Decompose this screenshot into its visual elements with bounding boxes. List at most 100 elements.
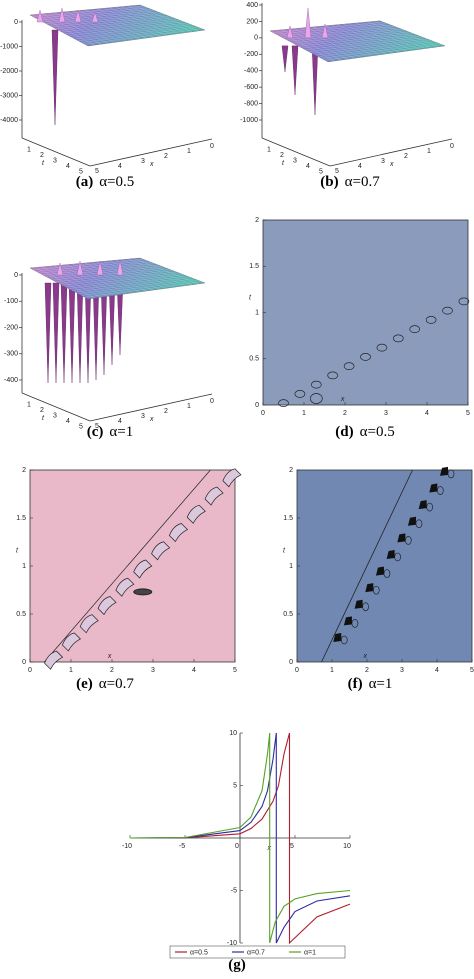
contour-blob — [386, 549, 395, 559]
legend-box — [169, 945, 346, 959]
t-tick-label: 3 — [293, 157, 297, 164]
x-tick-label: 5 — [290, 843, 294, 850]
plot-background — [296, 469, 473, 663]
x-tick-label: 0 — [210, 398, 214, 405]
surface-spike — [52, 282, 60, 384]
t-axis-label: t — [42, 160, 45, 167]
y-axis-label: t — [16, 547, 19, 554]
z-tick-label: -600 — [244, 84, 258, 91]
x-tick-label: 10 — [343, 843, 351, 850]
surface-mesh — [318, 41, 435, 57]
x-tick-label: 1 — [187, 403, 191, 410]
legend-label: α=1 — [304, 949, 316, 956]
y-tick-label: 1.5 — [16, 515, 26, 522]
y-tick-label: 10 — [229, 730, 237, 737]
panel-caption-text: α=0.7 — [99, 676, 135, 692]
y-tick-label: 1 — [255, 309, 259, 316]
panel-caption: (a) α=0.5 — [76, 174, 135, 190]
panel-caption: (e) α=0.7 — [76, 676, 134, 692]
surface-spike — [76, 260, 84, 276]
surface-mesh — [321, 42, 438, 59]
y-axis-label: t — [249, 295, 252, 302]
panel-caption-text: α=0.5 — [360, 424, 395, 440]
t-tick-label: 1 — [27, 146, 31, 153]
contour-loop — [222, 468, 242, 488]
y-tick-label: -10 — [227, 940, 237, 947]
x-tick-label: 2 — [365, 667, 369, 674]
surface-spike — [76, 282, 84, 384]
surface-spike — [96, 260, 104, 276]
contour-blob — [365, 583, 374, 593]
x-tick-label: 3 — [381, 158, 385, 165]
y-tick-label: 2 — [289, 467, 293, 474]
y-tick-label: 0 — [289, 659, 293, 666]
legend-label: α=0.7 — [247, 949, 265, 956]
x-axis — [89, 138, 213, 167]
x-axis — [329, 138, 453, 167]
t-axis-label: t — [42, 415, 45, 422]
surface-spike — [68, 282, 76, 384]
t-tick-label: 4 — [66, 163, 70, 170]
contour-loop — [168, 523, 188, 543]
y-tick-label: 0 — [22, 659, 26, 666]
surface-mesh — [127, 258, 193, 285]
surface-spike — [91, 11, 99, 23]
surface-mesh — [84, 28, 202, 45]
surface-spike — [304, 7, 312, 39]
surface-spike — [281, 45, 289, 73]
x-tick-label: 5 — [470, 667, 474, 674]
t-axis — [21, 392, 91, 422]
x-tick-label: 2 — [164, 153, 168, 160]
surface-mesh — [367, 21, 433, 48]
contour-loop — [151, 541, 171, 561]
contour-loop — [186, 504, 206, 524]
surface-mesh — [78, 278, 195, 294]
contour-loop — [278, 399, 289, 407]
x-tick-label: 5 — [233, 667, 237, 674]
x-tick-label: 4 — [118, 163, 122, 170]
z-tick-label: 200 — [246, 18, 258, 25]
surface-spike — [60, 282, 68, 384]
z-tick-label: -3000 — [0, 92, 18, 99]
z-tick-label: -300 — [4, 351, 18, 358]
y-tick-label: 0 — [255, 402, 259, 409]
panel-caption-text: α=0.5 — [99, 174, 134, 190]
series-line — [129, 732, 351, 945]
surface-spike — [291, 45, 299, 96]
panel-caption: (g) — [228, 957, 246, 973]
panel-caption-text: α=1 — [109, 424, 133, 440]
contour-loop — [61, 632, 81, 652]
surface-spike — [51, 29, 59, 126]
x-tick-label: 0 — [235, 843, 239, 850]
surface-spike — [44, 282, 52, 384]
x-tick-label: 0 — [261, 410, 265, 417]
surface-mesh — [324, 44, 442, 61]
y-tick-label: 2 — [255, 217, 259, 224]
z-tick-label: -800 — [244, 100, 258, 107]
surface-mesh — [84, 281, 202, 298]
panel-label: (b) — [320, 174, 338, 190]
contour-loop — [392, 334, 404, 343]
t-tick-label: 1 — [27, 401, 31, 408]
x-tick-label: 1 — [427, 148, 431, 155]
panel-caption: (f) α=1 — [348, 676, 393, 692]
plot-background — [29, 469, 236, 663]
contour-loop — [442, 306, 453, 315]
t-tick-label: 5 — [319, 168, 323, 175]
t-tick-label: 3 — [53, 157, 57, 164]
x-tick-label: 3 — [400, 667, 404, 674]
z-tick-label: -100 — [4, 298, 18, 305]
surface-mesh — [133, 258, 199, 285]
x-tick-label: 0 — [450, 143, 454, 150]
panel-caption-text: α=0.7 — [345, 174, 381, 190]
contour-loop — [360, 353, 371, 361]
z-tick-label: 0 — [14, 272, 18, 279]
surface-panel: 0 -1000 -2000 -3000 -4000 1 2 3 4 5 0 1 2 3 4 5 t x — [0, 4, 214, 175]
surface-spike — [74, 9, 82, 23]
surface-mesh — [373, 21, 439, 47]
surface-panel: 0 -100 -200 -300 -400 1 2 3 4 5 0 1 2 3 4 5 t x — [4, 257, 214, 430]
surface-spike — [321, 23, 329, 39]
t-tick-label: 1 — [267, 146, 271, 153]
y-tick-label: 0.5 — [249, 356, 259, 363]
